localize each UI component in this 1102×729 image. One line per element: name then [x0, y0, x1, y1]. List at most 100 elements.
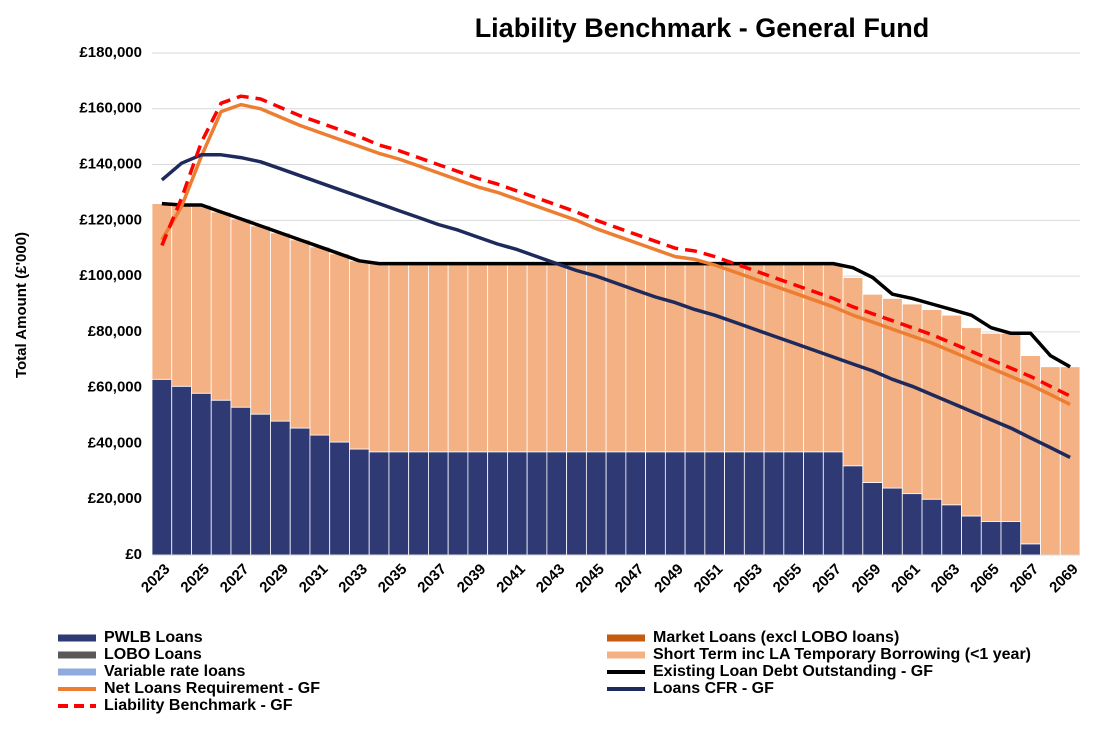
- x-tick-label: 2031: [296, 561, 332, 597]
- bar-segment: [289, 427, 311, 556]
- bar-segment: [901, 493, 923, 556]
- x-tick-label: 2053: [730, 561, 766, 597]
- bar-segment: [349, 448, 370, 556]
- bar-segment: [250, 225, 271, 415]
- y-tick-label: £180,000: [79, 44, 142, 61]
- x-tick-label: 2063: [928, 561, 964, 597]
- line-series: [160, 102, 1071, 406]
- bar-segment: [941, 314, 962, 506]
- bar-segment: [329, 253, 350, 443]
- bar-segment: [388, 263, 410, 453]
- bar-segment: [329, 441, 350, 556]
- bar-segment: [664, 263, 686, 453]
- bar-segment: [171, 385, 192, 556]
- x-tick-label: 2049: [651, 561, 687, 597]
- line-series: [161, 201, 1071, 369]
- x-tick-label: 2037: [414, 561, 450, 597]
- y-tick-label: £120,000: [79, 211, 142, 228]
- bar-segment: [1020, 543, 1041, 556]
- x-tick-label: 2045: [572, 561, 608, 597]
- y-tick-label: £100,000: [79, 267, 142, 284]
- bar-segment: [724, 451, 745, 556]
- bar-segment: [941, 504, 962, 556]
- bar-segment: [250, 413, 271, 556]
- x-tick-label: 2069: [1046, 561, 1082, 597]
- legend-label: Variable rate loans: [104, 663, 246, 680]
- bar-segment: [605, 263, 627, 453]
- bar-segment: [585, 451, 607, 556]
- bar-segment: [566, 451, 587, 556]
- bar-segment: [743, 263, 765, 453]
- bar-segment: [309, 434, 331, 556]
- bar-segment: [724, 263, 745, 453]
- bar-segment: [526, 451, 548, 556]
- x-tick-label: 2033: [335, 561, 371, 597]
- bar-segment: [349, 260, 370, 450]
- x-tick-label: 2035: [375, 561, 411, 597]
- bar-segment: [467, 451, 489, 556]
- legend-label: Market Loans (excl LOBO loans): [653, 629, 899, 646]
- bar-segment: [210, 211, 232, 401]
- bar-segment: [309, 246, 331, 436]
- x-tick-label: 2023: [138, 561, 174, 597]
- x-tick-label: 2029: [256, 561, 292, 597]
- x-tick-label: 2025: [177, 561, 213, 597]
- bar-segment: [980, 521, 1002, 556]
- bar-segment: [388, 451, 410, 556]
- bar-segment: [645, 451, 666, 556]
- bar-segment: [842, 465, 864, 556]
- line-series: [160, 153, 1071, 459]
- bar-segment: [408, 451, 429, 556]
- x-tick-label: 2065: [967, 561, 1003, 597]
- bar-segment: [507, 263, 528, 453]
- bar-segment: [428, 451, 449, 556]
- bar-segment: [507, 451, 528, 556]
- legend-label: Short Term inc LA Temporary Borrowing (<…: [653, 646, 1031, 663]
- y-tick-label: £160,000: [79, 100, 142, 117]
- bar-segment: [664, 451, 686, 556]
- legend-label: Loans CFR - GF: [653, 680, 774, 697]
- bar-segment: [270, 232, 291, 422]
- bar-segment: [822, 451, 844, 556]
- y-axis-title: Total Amount (£'000): [13, 232, 30, 378]
- bar-segment: [289, 239, 311, 429]
- bar-segment: [171, 204, 192, 387]
- legend-label: Existing Loan Debt Outstanding - GF: [653, 663, 933, 680]
- bar-segment: [743, 451, 765, 556]
- bar-segment: [546, 263, 568, 453]
- x-tick-label: 2039: [454, 561, 490, 597]
- bar-segment: [210, 399, 232, 556]
- legend-label: Net Loans Requirement - GF: [104, 680, 320, 697]
- x-tick-label: 2041: [493, 561, 529, 597]
- bar-segment: [961, 515, 982, 556]
- y-tick-label: £60,000: [88, 379, 142, 396]
- legend-label: PWLB Loans: [104, 629, 203, 646]
- x-tick-label: 2067: [1007, 561, 1043, 597]
- x-tick-label: 2057: [809, 561, 845, 597]
- bar-segment: [763, 263, 785, 453]
- bar-segment: [487, 263, 508, 453]
- bar-segment: [428, 263, 449, 453]
- bar-segment: [1000, 521, 1022, 556]
- x-tick-label: 2059: [849, 561, 885, 597]
- bar-segment: [368, 451, 390, 556]
- x-tick-label: 2027: [217, 561, 253, 597]
- bar-segment: [882, 487, 903, 556]
- bar-segment: [921, 498, 943, 556]
- bar-segment: [862, 482, 883, 556]
- bar-segment: [704, 451, 725, 556]
- bar-segment: [191, 204, 212, 394]
- y-tick-label: £40,000: [88, 434, 142, 451]
- x-tick-label: 2061: [888, 561, 924, 597]
- y-tick-label: £0: [125, 546, 142, 563]
- legend-label: LOBO Loans: [104, 646, 202, 663]
- bar-segment: [645, 263, 666, 453]
- x-tick-label: 2043: [533, 561, 569, 597]
- bar-segment: [605, 451, 627, 556]
- y-tick-label: £20,000: [88, 490, 142, 507]
- y-tick-label: £80,000: [88, 323, 142, 340]
- bar-segment: [151, 378, 173, 556]
- bar-segment: [447, 263, 469, 453]
- bar-segment: [270, 420, 291, 556]
